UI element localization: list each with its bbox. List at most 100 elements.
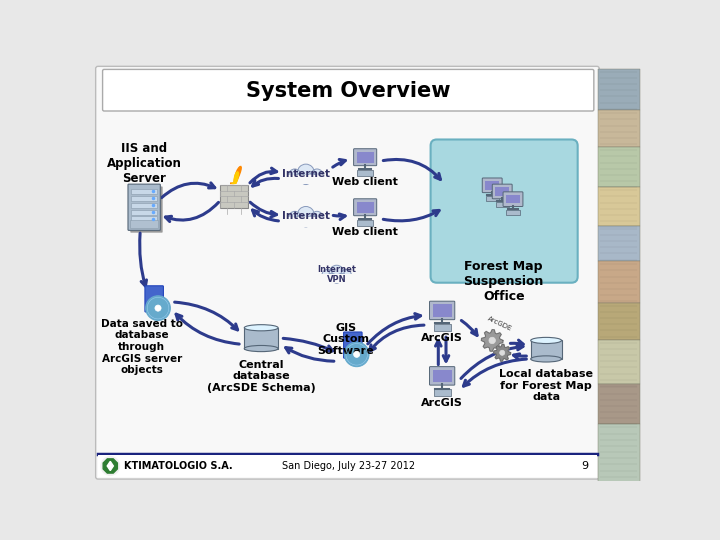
Bar [433, 304, 451, 316]
FancyArrowPatch shape [250, 168, 276, 183]
Polygon shape [232, 172, 238, 184]
Ellipse shape [244, 325, 278, 331]
FancyBboxPatch shape [354, 199, 377, 215]
FancyArrowPatch shape [286, 348, 334, 361]
Bar [315, 274, 358, 283]
Bar [598, 340, 640, 384]
Bar [433, 324, 451, 331]
Bar [281, 174, 330, 184]
Bar [130, 220, 158, 228]
Text: GIS
Custom
Software: GIS Custom Software [318, 323, 374, 356]
Bar [598, 69, 640, 110]
FancyArrowPatch shape [140, 233, 146, 286]
FancyArrowPatch shape [253, 178, 279, 186]
Text: Web client: Web client [332, 227, 398, 237]
Text: San Diego, July 23-27 2012: San Diego, July 23-27 2012 [282, 461, 415, 471]
Text: Internet: Internet [282, 169, 330, 179]
Polygon shape [107, 461, 113, 470]
FancyArrowPatch shape [436, 341, 441, 364]
Polygon shape [482, 330, 503, 351]
FancyBboxPatch shape [128, 184, 161, 231]
FancyArrowPatch shape [176, 314, 239, 344]
FancyBboxPatch shape [431, 139, 577, 283]
Circle shape [295, 215, 305, 226]
FancyBboxPatch shape [343, 332, 362, 358]
Circle shape [311, 211, 323, 223]
Circle shape [329, 265, 344, 280]
Text: Data saved to
database
through
ArcGIS server
objects: Data saved to database through ArcGIS se… [101, 319, 183, 375]
Bar [598, 226, 640, 261]
Circle shape [307, 173, 317, 184]
Text: ArcGDE: ArcGDE [487, 315, 513, 332]
FancyArrowPatch shape [444, 337, 449, 361]
Text: 9: 9 [581, 461, 588, 471]
Circle shape [301, 176, 310, 185]
Bar [131, 195, 157, 201]
FancyBboxPatch shape [130, 186, 163, 233]
Bar [244, 328, 278, 348]
FancyArrowPatch shape [333, 159, 346, 167]
FancyBboxPatch shape [145, 286, 163, 312]
Text: ArcGIS: ArcGIS [421, 333, 463, 343]
Text: Local database
for Forest Map
data: Local database for Forest Map data [499, 369, 593, 402]
Circle shape [289, 169, 301, 181]
FancyBboxPatch shape [492, 184, 512, 199]
Bar [598, 303, 640, 340]
Circle shape [311, 169, 323, 181]
Ellipse shape [531, 338, 562, 343]
Ellipse shape [244, 346, 278, 352]
Bar [486, 196, 499, 201]
Circle shape [297, 206, 315, 224]
Text: KTIMATOLOGIO S.A.: KTIMATOLOGIO S.A. [124, 461, 233, 471]
Circle shape [307, 215, 317, 226]
FancyBboxPatch shape [430, 367, 455, 385]
Circle shape [489, 337, 495, 343]
Bar [131, 202, 157, 208]
FancyArrowPatch shape [368, 314, 420, 344]
Circle shape [354, 351, 360, 357]
Text: IIS and
Application
Server: IIS and Application Server [107, 142, 181, 185]
Bar [281, 217, 330, 226]
Circle shape [322, 269, 333, 280]
Circle shape [295, 173, 305, 184]
Bar [598, 147, 640, 187]
FancyBboxPatch shape [96, 66, 599, 479]
FancyArrowPatch shape [175, 302, 238, 330]
Bar [598, 424, 640, 484]
FancyArrowPatch shape [283, 339, 333, 351]
Circle shape [333, 275, 341, 284]
FancyArrowPatch shape [161, 183, 215, 198]
Bar [357, 170, 373, 176]
Circle shape [500, 350, 505, 355]
Circle shape [341, 269, 351, 280]
FancyBboxPatch shape [430, 301, 455, 320]
FancyArrowPatch shape [462, 320, 477, 335]
Bar [356, 202, 374, 213]
FancyArrowPatch shape [383, 159, 441, 179]
FancyArrowPatch shape [250, 202, 276, 217]
Circle shape [301, 218, 310, 227]
Polygon shape [103, 459, 117, 473]
Bar [598, 261, 640, 303]
Circle shape [297, 164, 315, 181]
Bar [131, 217, 157, 222]
Text: Internet: Internet [282, 212, 330, 221]
Bar [531, 340, 562, 359]
Circle shape [289, 211, 301, 223]
Ellipse shape [531, 356, 562, 362]
FancyArrowPatch shape [166, 202, 218, 221]
Text: Internet
VPN: Internet VPN [318, 265, 356, 284]
FancyArrowPatch shape [464, 359, 526, 386]
Bar [495, 202, 509, 207]
Circle shape [145, 296, 171, 320]
Text: ArcGIS: ArcGIS [421, 398, 463, 408]
Text: System Overview: System Overview [246, 81, 451, 101]
FancyBboxPatch shape [102, 70, 594, 111]
Bar [131, 189, 157, 194]
Text: Forest Map
Suspension
Office: Forest Map Suspension Office [464, 260, 544, 302]
Circle shape [344, 342, 369, 367]
Bar [598, 384, 640, 424]
Bar [357, 220, 373, 226]
Bar [356, 152, 374, 163]
FancyArrowPatch shape [370, 325, 424, 351]
